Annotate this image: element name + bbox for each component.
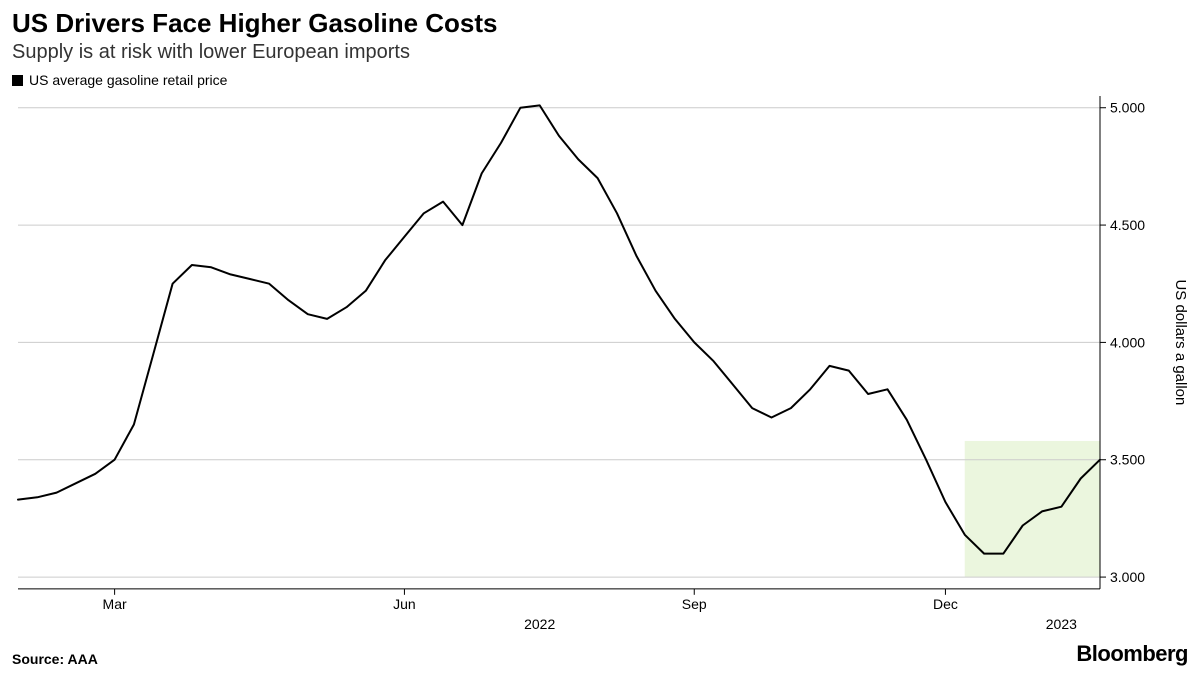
svg-text:Jun: Jun: [393, 596, 416, 612]
chart-title: US Drivers Face Higher Gasoline Costs: [12, 8, 1188, 39]
brand-text: Bloomberg: [1076, 641, 1188, 667]
legend-swatch: [12, 75, 23, 86]
svg-text:5.000: 5.000: [1110, 100, 1145, 116]
svg-text:4.500: 4.500: [1110, 217, 1145, 233]
chart-area: 3.000 3.500 4.000 4.500 5.000 US dollars a ga…: [12, 92, 1188, 635]
svg-text:Dec: Dec: [933, 596, 958, 612]
svg-text:3.500: 3.500: [1110, 452, 1145, 468]
svg-text:2023: 2023: [1046, 616, 1077, 632]
svg-text:4.000: 4.000: [1110, 335, 1145, 351]
svg-text:Mar: Mar: [103, 596, 127, 612]
legend-label: US average gasoline retail price: [29, 72, 227, 88]
chart-subtitle: Supply is at risk with lower European im…: [12, 41, 1188, 64]
svg-text:2022: 2022: [524, 616, 555, 632]
svg-text:Sep: Sep: [682, 596, 707, 612]
line-chart-svg: 3.000 3.500 4.000 4.500 5.000 US dollars a ga…: [12, 92, 1188, 635]
footer: Source: AAA Bloomberg: [12, 641, 1188, 667]
chart-container: US Drivers Face Higher Gasoline Costs Su…: [0, 0, 1200, 675]
legend: US average gasoline retail price: [12, 72, 1188, 88]
svg-text:US dollars a gallon: US dollars a gallon: [1172, 280, 1188, 406]
svg-text:3.000: 3.000: [1110, 569, 1145, 585]
source-text: Source: AAA: [12, 651, 98, 667]
